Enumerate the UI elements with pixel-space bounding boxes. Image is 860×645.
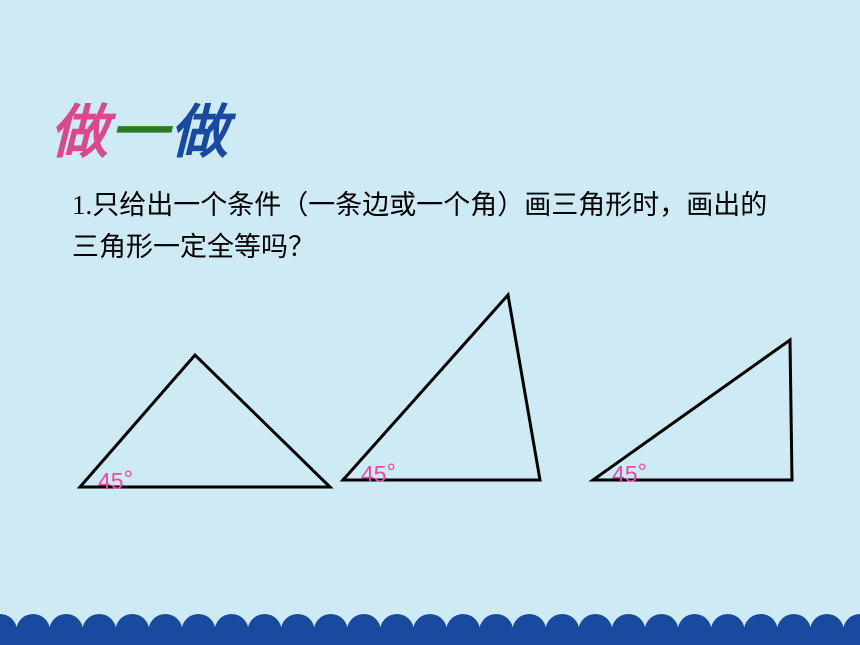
angle-value-1: 45	[98, 468, 124, 494]
triangle-2	[343, 295, 540, 480]
slide-title: 做一做	[50, 85, 230, 169]
slide: 做一做 1.只给出一个条件（一条边或一个角）画三角形时，画出的三角形一定全等吗？…	[0, 0, 860, 645]
footer-decoration	[0, 597, 860, 645]
triangle-3	[593, 340, 792, 480]
angle-label-2: 45°	[361, 461, 396, 488]
footer-band	[0, 631, 860, 645]
angle-value-2: 45	[361, 461, 387, 487]
angle-unit-1: °	[124, 466, 133, 493]
angle-unit-2: °	[387, 459, 396, 486]
angle-label-3: 45°	[612, 461, 647, 488]
angle-unit-3: °	[638, 459, 647, 486]
angle-value-3: 45	[612, 461, 638, 487]
angle-label-1: 45°	[98, 468, 133, 495]
title-char-3: 做	[170, 100, 230, 165]
title-char-1: 做	[50, 100, 110, 165]
question-text: 1.只给出一个条件（一条边或一个角）画三角形时，画出的三角形一定全等吗？	[72, 185, 792, 269]
title-char-2: 一	[110, 100, 170, 165]
triangles-svg	[60, 285, 820, 515]
footer-svg	[0, 597, 860, 645]
triangle-diagram: 45° 45° 45°	[60, 285, 820, 515]
